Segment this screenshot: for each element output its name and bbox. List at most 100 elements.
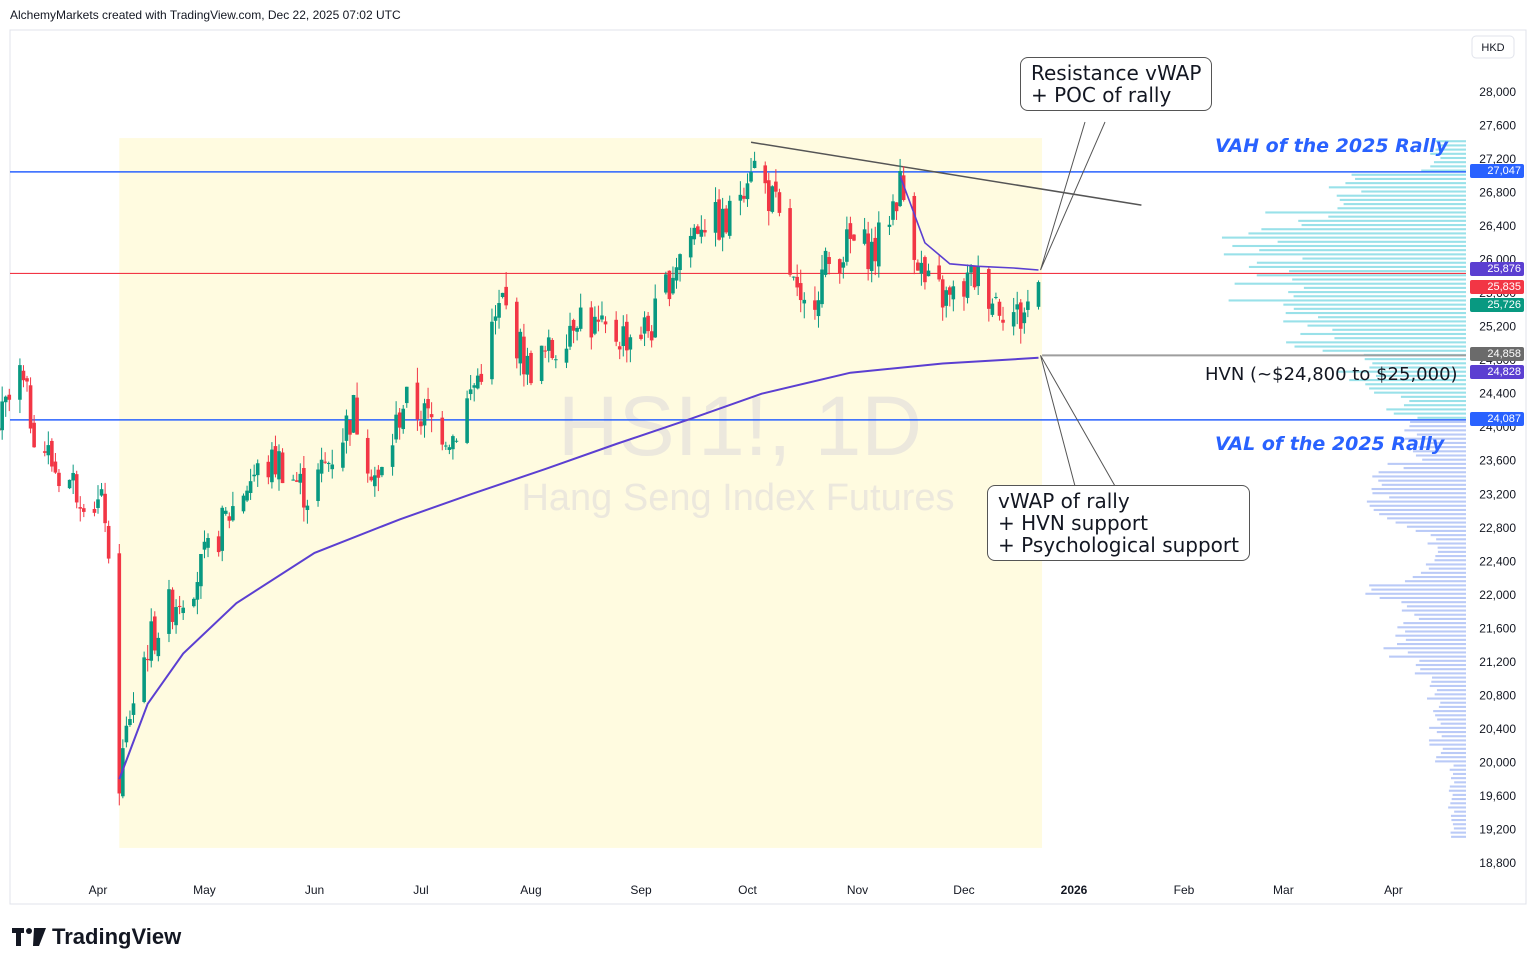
candle-body [103,493,107,524]
profile-row [1223,253,1466,256]
profile-row [1449,785,1466,788]
candle-body [841,262,846,268]
profile-row [1440,751,1466,755]
resistance-trendline [750,141,1142,206]
y-axis[interactable]: 28,00027,60027,20026,80026,40026,00025,6… [1479,85,1516,870]
candle-body [117,553,122,794]
profile-row [1286,341,1466,344]
profile-row [1371,487,1466,491]
profile-row [1428,739,1466,742]
candle-body [46,445,51,456]
candle-body [422,403,427,426]
profile-row [1409,399,1466,403]
candle-body [50,440,54,467]
profile-row [1437,550,1466,553]
candle-body [962,281,966,297]
candle-body [220,507,225,551]
vwap-line-group [118,175,1039,780]
profile-row [1374,391,1466,394]
candle-body [390,445,395,467]
candle-body [53,461,58,473]
profile-row [1256,261,1466,264]
candle-body [415,382,420,420]
candle-body [820,269,824,305]
watermark-name: Hang Seng Index Futures [521,477,954,519]
resistance-callout: Resistance vWAP + POC of rally [1020,57,1213,111]
candle-body [628,337,633,350]
profile-row [1307,324,1466,327]
profile-row [1379,513,1466,516]
y-tick-label: 25,200 [1479,320,1516,334]
candle-body [28,385,33,429]
x-tick-label: Jul [413,883,428,897]
vah-label: VAH of the 2025 Rally [1215,135,1450,157]
profile-row [1440,156,1466,160]
candle-body [522,336,526,375]
tradingview-logo[interactable]: TradingView [12,924,181,950]
profile-row [1421,169,1466,172]
candle-body [490,321,494,380]
candle-body [1018,302,1023,329]
candle-body [376,469,381,478]
profile-row [1365,592,1466,595]
volume-profile [1221,140,1466,838]
profile-row [1404,580,1466,583]
profile-row [1293,295,1466,298]
profile-row [1318,316,1466,319]
candle-body [479,373,484,382]
candle-body [947,287,952,295]
candle-body [7,394,12,400]
x-axis[interactable]: Apr May Jun Jul Aug Sep Oct Nov Dec 2026 Feb Mar Apr [89,883,1403,897]
profile-row [1403,622,1466,625]
profile-row [1409,425,1466,428]
profile-row [1436,689,1466,692]
profile-row [1430,534,1466,537]
profile-row [1389,655,1466,658]
profile-row [1372,362,1466,365]
x-tick-label: Dec [953,883,974,897]
candle-body [727,200,732,236]
candle-body [192,598,196,607]
profile-row [1415,529,1466,532]
candle-body [18,365,22,400]
profile-row [1405,638,1466,641]
profile-row [1405,630,1466,633]
candle-body [813,300,817,310]
candle-body [898,171,902,207]
y-tick-label: 18,800 [1479,856,1516,870]
profile-row [1378,479,1466,482]
profile-row [1232,244,1466,248]
profile-row [1452,823,1466,826]
candle-body [440,417,445,445]
candle-body [923,257,927,283]
candle-body [766,180,771,212]
profile-row [1438,705,1466,708]
candle-body [106,525,111,559]
candle-body [972,266,977,288]
candle-body [426,399,430,409]
currency-label[interactable]: HKD [1481,42,1504,54]
profile-row [1429,743,1466,746]
candle-body [529,352,533,384]
candle-body [568,325,572,347]
candle-body [593,316,597,334]
price-label: 25,876 [1470,262,1524,276]
x-tick-label: Oct [738,883,757,897]
profile-row [1381,483,1466,486]
profile-row [1339,198,1466,201]
x-tick-label: Nov [847,883,868,897]
profile-row [1435,148,1466,151]
candle-body [206,537,210,548]
candle-body [600,315,604,320]
hvn-label: HVN (~$24,800 to $25,000) [1205,364,1458,385]
y-tick-label: 21,600 [1479,621,1516,635]
profile-row [1334,337,1466,340]
chart-border [9,29,1527,905]
candle-body [145,658,150,661]
profile-row [1435,714,1466,717]
candle-body [344,415,349,441]
candle-body [0,401,4,431]
profile-row [1328,215,1466,218]
profile-row [1440,722,1466,725]
